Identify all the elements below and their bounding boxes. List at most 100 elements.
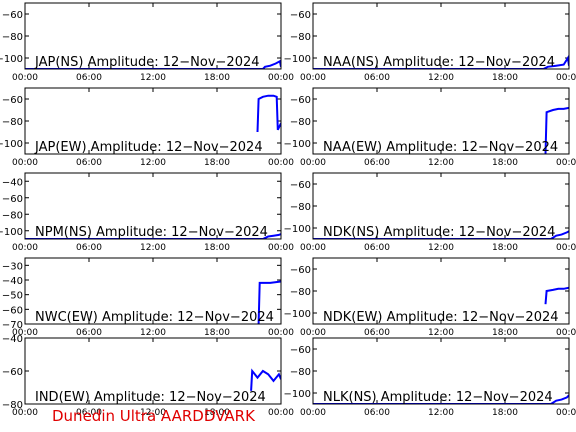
- x-tick-label: 12:00: [140, 408, 166, 418]
- x-tick-label: 06:00: [364, 328, 390, 338]
- x-tick-label: 00:00: [300, 408, 326, 418]
- x-tick-label: 00:00: [300, 243, 326, 253]
- x-tick-label: 00:00: [268, 73, 294, 83]
- y-tick-label: −30: [2, 261, 23, 272]
- chart-title: NLK(NS) Amplitude: 12−Nov−2024: [323, 390, 553, 405]
- y-tick-label: −80: [2, 210, 23, 221]
- x-tick-label: 00:00: [556, 158, 576, 168]
- chart-panel: −60−80−10000:0006:0012:0018:0000:00NAA(N…: [284, 2, 576, 83]
- y-tick-label: −60: [2, 10, 23, 21]
- x-tick-label: 00:00: [12, 158, 38, 168]
- chart-title: JAP(NS) Amplitude: 12−Nov−2024: [34, 55, 260, 70]
- x-tick-label: 18:00: [492, 328, 518, 338]
- plot-frame: [24, 2, 282, 70]
- chart-title: NDK(NS) Amplitude: 12−Nov−2024: [323, 225, 555, 240]
- y-tick-label: −100: [0, 139, 23, 150]
- y-tick-label: −80: [290, 117, 311, 128]
- x-tick-label: 06:00: [76, 158, 102, 168]
- y-tick-label: −100: [284, 224, 311, 235]
- x-tick-label: 00:00: [12, 73, 38, 83]
- x-tick-label: 00:00: [556, 408, 576, 418]
- x-tick-label: 18:00: [204, 73, 230, 83]
- x-tick-label: 18:00: [204, 408, 230, 418]
- x-tick-label: 00:00: [12, 408, 38, 418]
- series-line: [313, 394, 569, 404]
- chart-title: JAP(EW) Amplitude: 12−Nov−2024: [34, 140, 263, 155]
- x-tick-label: 12:00: [428, 408, 454, 418]
- chart-panel: −60−80−10000:0006:0012:0018:0000:00NDK(N…: [284, 172, 576, 253]
- y-tick-label: −100: [0, 227, 23, 238]
- x-tick-label: 00:00: [268, 328, 294, 338]
- x-tick-label: 12:00: [140, 328, 166, 338]
- x-tick-label: 18:00: [204, 243, 230, 253]
- series-line: [313, 230, 569, 239]
- x-tick-label: 00:00: [556, 328, 576, 338]
- x-tick-label: 00:00: [556, 73, 576, 83]
- y-tick-label: −40: [2, 177, 23, 188]
- chart-panel: −40−60−80−10000:0006:0012:0018:0000:00NP…: [0, 172, 294, 253]
- plot-frame: [24, 257, 282, 325]
- y-tick-label: −60: [2, 305, 23, 316]
- series-line: [250, 368, 281, 391]
- series-line: [544, 286, 569, 305]
- x-tick-label: 12:00: [140, 73, 166, 83]
- series-line: [25, 59, 281, 69]
- x-tick-label: 00:00: [556, 243, 576, 253]
- y-tick-label: −70: [2, 320, 23, 331]
- x-tick-label: 18:00: [492, 158, 518, 168]
- series-line: [256, 94, 281, 133]
- x-tick-label: 00:00: [300, 73, 326, 83]
- y-tick-label: −80: [290, 202, 311, 213]
- chart-title: NDK(EW) Amplitude: 12−Nov−2024: [323, 310, 559, 325]
- chart-title: NAA(EW) Amplitude: 12−Nov−2024: [323, 140, 558, 155]
- x-tick-label: 12:00: [428, 158, 454, 168]
- chart-title: NWC(EW) Amplitude: 12−Nov−2024: [35, 310, 274, 325]
- y-tick-label: −40: [2, 276, 23, 287]
- footer-label: Dunedin Ultra AARDDVARK: [52, 407, 255, 425]
- y-tick-label: −100: [0, 54, 23, 65]
- y-tick-label: −50: [2, 291, 23, 302]
- x-tick-label: 06:00: [76, 408, 102, 418]
- chart-panel: −60 −80 −100 00:00 06:00 12:00 18:00 00:00 NDK(E…: [284, 257, 576, 338]
- x-tick-label: 00:00: [300, 328, 326, 338]
- x-tick-label: 06:00: [364, 408, 390, 418]
- x-tick-label: 18:00: [204, 328, 230, 338]
- x-tick-label: 18:00: [492, 408, 518, 418]
- x-tick-label: 12:00: [428, 73, 454, 83]
- chart-title: NPM(NS) Amplitude: 12−Nov−2024: [35, 225, 268, 240]
- y-tick-label: −60: [2, 367, 23, 378]
- chart-panel: −60 −80 −100 00:00 06:00 12:00 18:00 00:00 JAP(E…: [0, 87, 294, 168]
- y-tick-label: −100: [284, 139, 311, 150]
- x-tick-label: 06:00: [76, 73, 102, 83]
- y-tick-label: −80: [2, 400, 23, 411]
- y-tick-label: −60: [290, 265, 311, 276]
- y-tick-label: −80: [290, 32, 311, 43]
- y-tick-label: −60: [290, 10, 311, 21]
- y-tick-label: −60: [2, 95, 23, 106]
- x-tick-label: 06:00: [76, 328, 102, 338]
- x-tick-label: 00:00: [268, 243, 294, 253]
- series-line: [544, 106, 569, 154]
- y-tick-label: −100: [284, 54, 311, 65]
- x-tick-label: 12:00: [140, 243, 166, 253]
- x-tick-label: 00:00: [268, 158, 294, 168]
- x-tick-label: 06:00: [76, 243, 102, 253]
- series-line: [257, 280, 281, 324]
- plot-frame: [24, 172, 282, 240]
- x-tick-label: 18:00: [492, 73, 518, 83]
- plot-frame: [24, 337, 282, 405]
- x-tick-label: 18:00: [492, 243, 518, 253]
- y-tick-label: −80: [2, 32, 23, 43]
- plot-frame: [24, 87, 282, 155]
- plot-frame: [312, 87, 570, 155]
- y-tick-label: −100: [284, 309, 311, 320]
- y-tick-label: −60: [2, 194, 23, 205]
- y-tick-label: −100: [284, 389, 311, 400]
- plot-frame: [312, 337, 570, 405]
- chart-title: NAA(NS) Amplitude: 12−Nov−2024: [323, 55, 555, 70]
- x-tick-label: 12:00: [428, 328, 454, 338]
- x-tick-label: 06:00: [364, 73, 390, 83]
